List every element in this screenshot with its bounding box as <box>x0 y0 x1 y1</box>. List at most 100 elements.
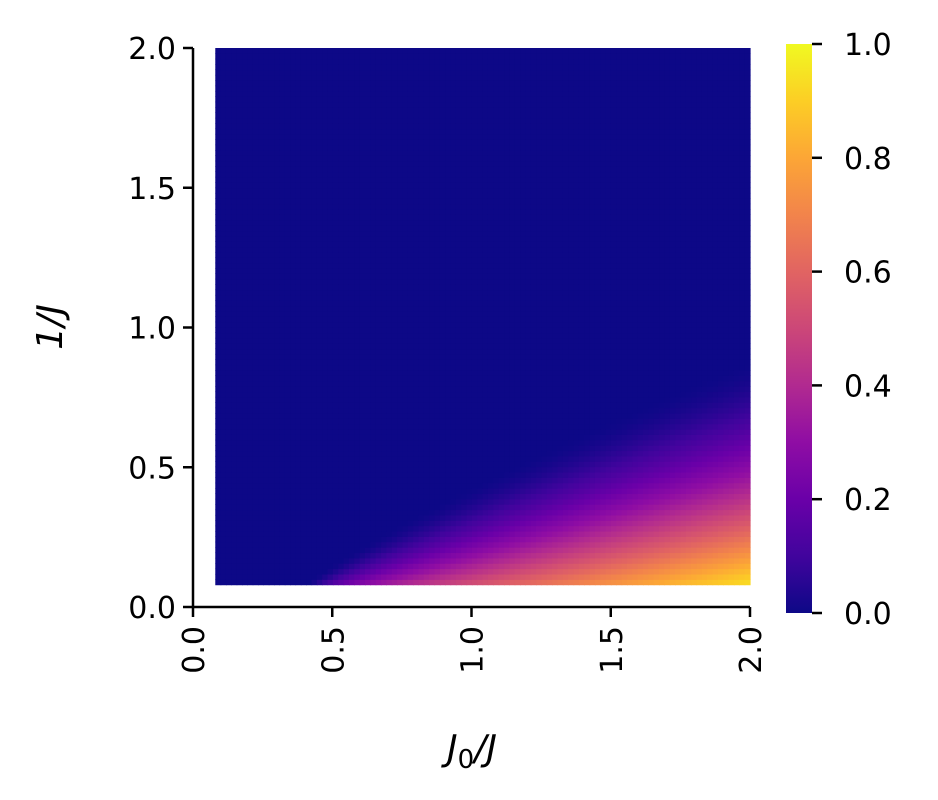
heatmap-cell <box>407 262 414 269</box>
heatmap-cell <box>290 514 297 521</box>
heatmap-cell <box>365 429 371 435</box>
heatmap-cell <box>327 568 334 575</box>
heatmap-cell <box>295 305 302 312</box>
heatmap-cell <box>439 327 446 334</box>
heatmap-cell <box>295 268 302 274</box>
heatmap-cell <box>332 568 339 575</box>
heatmap-cell <box>370 461 377 468</box>
heatmap-cell <box>258 461 265 468</box>
heatmap-cell <box>322 391 329 398</box>
heatmap-cell <box>466 74 473 81</box>
heatmap-cell <box>397 316 404 323</box>
heatmap-cell <box>477 407 484 414</box>
heatmap-cell <box>423 321 430 328</box>
heatmap-cell <box>343 525 350 532</box>
heatmap-cell <box>284 509 291 516</box>
heatmap-cell <box>375 155 382 162</box>
heatmap-cell <box>439 294 446 301</box>
heatmap-cell <box>402 208 409 215</box>
heatmap-cell <box>236 273 243 280</box>
heatmap-cell <box>258 305 265 312</box>
heatmap-cell <box>439 520 446 527</box>
heatmap-cell <box>397 192 404 199</box>
heatmap-cell <box>381 305 387 312</box>
heatmap-cell <box>375 391 382 398</box>
heatmap-cell <box>231 445 238 452</box>
heatmap-cell <box>252 327 259 334</box>
heatmap-cell <box>332 343 339 350</box>
heatmap-cell <box>477 364 484 371</box>
heatmap-cell <box>455 482 462 489</box>
heatmap-cell <box>402 482 409 489</box>
heatmap-cell <box>381 493 387 500</box>
heatmap-cell <box>450 74 457 81</box>
heatmap-cell <box>445 278 452 285</box>
heatmap-cell <box>306 332 313 339</box>
heatmap-cell <box>343 488 350 495</box>
heatmap-cell <box>252 128 259 135</box>
heatmap-cell <box>423 128 430 135</box>
heatmap-cell <box>300 316 307 323</box>
heatmap-cell <box>343 353 350 360</box>
heatmap-cell <box>450 445 457 452</box>
heatmap-cell <box>471 407 478 414</box>
heatmap-cell <box>391 300 398 307</box>
heatmap-cell <box>423 225 430 232</box>
heatmap-cell <box>477 96 484 103</box>
heatmap-cell <box>423 53 430 60</box>
heatmap-cell <box>343 369 350 376</box>
heatmap-cell <box>445 514 452 521</box>
heatmap-cell <box>295 139 302 146</box>
heatmap-cell <box>284 53 291 60</box>
heatmap-cell <box>290 203 297 210</box>
heatmap-cell <box>354 407 361 414</box>
heatmap-cell <box>354 380 361 387</box>
heatmap-cell <box>466 552 473 559</box>
heatmap-cell <box>252 552 259 559</box>
heatmap-cell <box>236 225 243 232</box>
heatmap-cell <box>413 208 420 215</box>
heatmap-cell <box>439 262 446 269</box>
heatmap-cell <box>316 208 323 215</box>
heatmap-cell <box>316 530 323 537</box>
heatmap-cell <box>370 488 377 495</box>
heatmap-cell <box>220 101 227 108</box>
heatmap-cell <box>290 273 297 280</box>
heatmap-cell <box>413 251 420 258</box>
heatmap-cell <box>413 133 420 140</box>
heatmap-cell <box>455 64 462 71</box>
heatmap-cell <box>439 353 446 360</box>
heatmap-cell <box>445 171 452 178</box>
heatmap-cell <box>343 477 350 484</box>
heatmap-cell <box>274 396 281 403</box>
heatmap-cell <box>391 187 398 194</box>
heatmap-cell <box>279 251 286 258</box>
heatmap-cell <box>300 466 307 473</box>
heatmap-cell <box>365 80 371 87</box>
heatmap-cell <box>300 85 307 92</box>
heatmap-cell <box>445 187 452 194</box>
heatmap-cell <box>252 568 259 575</box>
heatmap-cell <box>348 471 355 478</box>
heatmap-cell <box>434 128 441 135</box>
heatmap-cell <box>407 187 414 194</box>
heatmap-cell <box>284 139 291 146</box>
heatmap-cell <box>386 514 393 521</box>
heatmap-cell <box>365 187 371 194</box>
heatmap-cell <box>284 429 291 435</box>
heatmap-cell <box>284 284 291 291</box>
heatmap-cell <box>445 246 452 253</box>
heatmap-cell <box>348 112 355 119</box>
heatmap-cell <box>402 149 409 156</box>
heatmap-cell <box>365 96 371 103</box>
heatmap-cell <box>477 85 484 92</box>
heatmap-cell <box>466 563 473 570</box>
heatmap-cell <box>311 241 318 248</box>
heatmap-cell <box>386 198 393 205</box>
heatmap-cell <box>263 563 270 570</box>
heatmap-cell <box>381 284 387 291</box>
heatmap-cell <box>455 133 462 140</box>
heatmap-cell <box>381 149 387 156</box>
heatmap-cell <box>375 219 382 226</box>
heatmap-cell <box>327 461 334 468</box>
